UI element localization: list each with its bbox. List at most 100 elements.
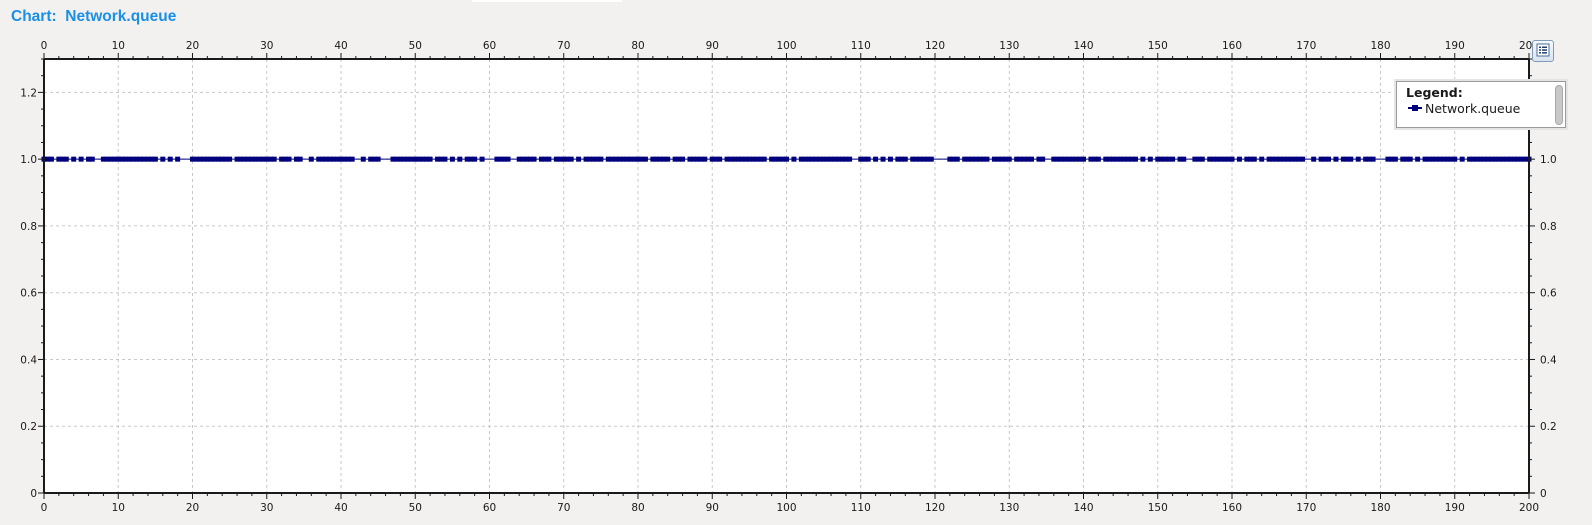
x-tick-label-top: 80 — [631, 40, 644, 52]
series-point — [802, 156, 808, 162]
series-point — [1441, 156, 1447, 162]
series-point — [1114, 156, 1120, 162]
series-point — [390, 156, 396, 162]
series-point — [1103, 156, 1109, 162]
series-point — [754, 156, 760, 162]
legend-item-network-queue[interactable]: Network.queue — [1408, 100, 1520, 116]
x-tick-label-bottom: 10 — [112, 502, 125, 514]
y-tick-label-right: 0.4 — [1540, 354, 1557, 366]
series-point — [702, 156, 708, 162]
series-point — [999, 156, 1005, 162]
x-tick-label-bottom: 70 — [557, 502, 570, 514]
series-point — [524, 156, 530, 162]
series-point — [1199, 156, 1205, 162]
series-point — [494, 156, 500, 162]
series-point — [1274, 156, 1280, 162]
x-tick-label-bottom: 160 — [1222, 502, 1242, 514]
series-point — [78, 156, 84, 162]
series-point — [279, 156, 285, 162]
series-point — [1014, 156, 1020, 162]
series-point — [267, 156, 273, 162]
x-tick-label-bottom: 90 — [706, 502, 719, 514]
series-point — [899, 156, 905, 162]
series-point — [583, 156, 589, 162]
series-point — [613, 156, 619, 162]
series-point — [264, 156, 270, 162]
series-point — [921, 156, 927, 162]
series-point — [616, 156, 622, 162]
series-point — [342, 156, 348, 162]
x-tick-label-bottom: 150 — [1148, 502, 1168, 514]
legend-caption: Legend: — [1406, 85, 1463, 100]
series-point — [1210, 156, 1216, 162]
series-point — [1069, 156, 1075, 162]
series-point — [1077, 156, 1083, 162]
series-point — [1162, 156, 1168, 162]
series-point — [1129, 156, 1135, 162]
x-tick-label-bottom: 0 — [41, 502, 48, 514]
series-point — [784, 156, 789, 162]
series-point — [1125, 156, 1131, 162]
series-point — [1181, 156, 1187, 162]
x-tick-label-bottom: 200 — [1519, 502, 1539, 514]
series-point — [145, 156, 151, 162]
series-point — [1196, 156, 1202, 162]
series-point — [308, 156, 314, 162]
series-point — [1519, 156, 1525, 162]
x-tick-label-top: 50 — [409, 40, 422, 52]
series-point — [817, 156, 823, 162]
series-point — [698, 156, 704, 162]
series-point — [297, 156, 303, 162]
legend-scrollbar[interactable] — [1555, 85, 1563, 125]
series-point — [887, 156, 893, 162]
series-point — [672, 156, 678, 162]
series-point — [520, 156, 526, 162]
series-point — [902, 156, 908, 162]
series-point — [1192, 156, 1198, 162]
series-point — [1300, 156, 1306, 162]
series-point — [761, 156, 767, 162]
x-tick-label-top: 120 — [925, 40, 945, 52]
x-tick-label-bottom: 60 — [483, 502, 496, 514]
x-tick-label-top: 180 — [1370, 40, 1390, 52]
series-point — [1132, 156, 1138, 162]
series-point — [1285, 156, 1291, 162]
x-tick-label-bottom: 110 — [851, 502, 871, 514]
series-point — [1522, 156, 1528, 162]
x-tick-label-top: 10 — [112, 40, 125, 52]
series-point — [360, 156, 366, 162]
legend-toggle-button[interactable] — [1532, 40, 1554, 62]
series-point — [449, 156, 455, 162]
series-point — [48, 156, 54, 162]
series-point — [241, 156, 247, 162]
series-point — [1363, 156, 1369, 162]
series-point — [576, 156, 582, 162]
series-point — [1344, 156, 1350, 162]
series-point — [126, 156, 132, 162]
series-point — [1437, 156, 1443, 162]
series-point — [769, 156, 775, 162]
series-point — [1318, 156, 1324, 162]
x-tick-label-bottom: 80 — [631, 502, 644, 514]
series-point — [1121, 156, 1127, 162]
series-point — [527, 156, 533, 162]
series-point — [1470, 156, 1476, 162]
x-tick-label-bottom: 130 — [999, 502, 1019, 514]
series-point — [375, 156, 381, 162]
series-point — [1155, 156, 1161, 162]
series-point — [1322, 156, 1328, 162]
series-point — [928, 156, 934, 162]
series-point — [119, 156, 125, 162]
series-point — [293, 156, 299, 162]
series-point — [828, 156, 834, 162]
series-point — [824, 156, 830, 162]
series-point — [564, 156, 570, 162]
series-point — [1281, 156, 1287, 162]
series-point — [1311, 156, 1317, 162]
series-point — [104, 156, 110, 162]
x-tick-label-top: 30 — [260, 40, 273, 52]
series-point — [282, 156, 288, 162]
x-tick-label-top: 100 — [776, 40, 796, 52]
x-tick-label-top: 20 — [186, 40, 199, 52]
